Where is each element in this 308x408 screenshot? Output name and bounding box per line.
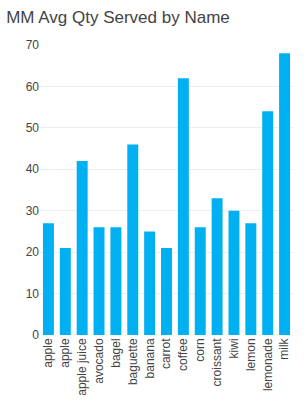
svg-text:50: 50 bbox=[26, 121, 40, 135]
svg-text:carrot: carrot bbox=[159, 338, 173, 369]
svg-text:30: 30 bbox=[26, 204, 40, 218]
svg-text:apple: apple bbox=[58, 338, 72, 368]
svg-text:60: 60 bbox=[26, 80, 40, 94]
svg-text:40: 40 bbox=[26, 162, 40, 176]
svg-text:apple juice: apple juice bbox=[75, 338, 89, 396]
svg-text:coffee: coffee bbox=[176, 338, 190, 371]
svg-text:MM Avg Qty Served by Name: MM Avg Qty Served by Name bbox=[6, 8, 230, 27]
svg-text:corn: corn bbox=[193, 338, 207, 361]
svg-text:10: 10 bbox=[26, 287, 40, 301]
svg-text:20: 20 bbox=[26, 245, 40, 259]
svg-text:milk: milk bbox=[277, 337, 291, 359]
svg-text:banana: banana bbox=[143, 338, 157, 378]
svg-text:lemon: lemon bbox=[244, 338, 258, 371]
svg-text:kiwi: kiwi bbox=[227, 338, 241, 358]
svg-text:croissant: croissant bbox=[210, 338, 224, 387]
svg-text:70: 70 bbox=[26, 38, 40, 52]
svg-text:baguette: baguette bbox=[126, 338, 140, 385]
svg-text:avocado: avocado bbox=[92, 338, 106, 384]
svg-text:lemonade: lemonade bbox=[261, 338, 275, 391]
svg-text:0: 0 bbox=[32, 328, 39, 342]
svg-text:bagel: bagel bbox=[109, 338, 123, 367]
svg-text:apple: apple bbox=[41, 338, 55, 368]
